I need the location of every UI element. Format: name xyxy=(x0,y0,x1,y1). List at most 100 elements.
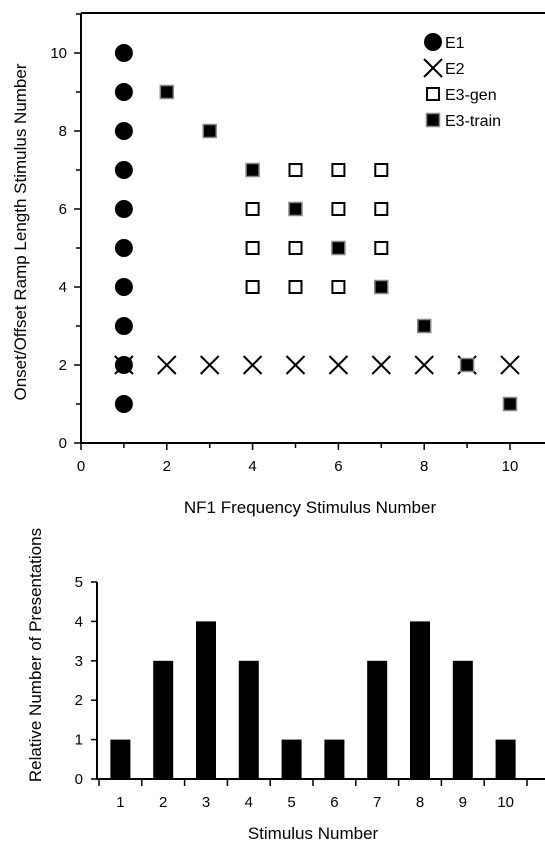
point-e3-gen xyxy=(245,280,260,294)
point-e3-gen xyxy=(374,202,389,216)
point-e3-gen xyxy=(331,202,346,216)
bar xyxy=(495,739,516,779)
x-stroke xyxy=(423,58,443,78)
x-stroke xyxy=(328,355,349,375)
x-tick-label: 5 xyxy=(287,794,295,811)
x-tick-label: 8 xyxy=(420,458,428,475)
series-e2 xyxy=(114,355,520,375)
legend-label: E3-train xyxy=(445,113,501,130)
point-e1 xyxy=(114,161,133,179)
x-tick-label: 0 xyxy=(77,458,85,475)
scatter-chart: 0 2 4 6 8 10 0 2 4 6 8 10 NF1 Frequency Stimulus Nu… xyxy=(11,12,545,517)
legend-marker-e3-train xyxy=(425,112,441,128)
legend-marker-e2 xyxy=(423,58,443,78)
legend-box xyxy=(424,24,545,142)
point-e1 xyxy=(114,83,133,101)
bar xyxy=(367,660,388,779)
y-tick-label: 3 xyxy=(75,653,83,670)
x-tick-label: 7 xyxy=(373,794,381,811)
series-e1 xyxy=(114,44,133,413)
x-tick-label: 6 xyxy=(330,794,338,811)
x-stroke xyxy=(199,355,220,375)
bar xyxy=(238,660,259,779)
point-e1 xyxy=(114,317,133,335)
x-stroke xyxy=(242,355,263,375)
point-e2 xyxy=(328,355,349,375)
point-e3-gen xyxy=(331,163,346,177)
point-e1 xyxy=(114,278,133,296)
bar xyxy=(324,739,345,779)
point-e3-gen xyxy=(245,241,260,255)
point-e2 xyxy=(114,355,134,375)
point-e3-train xyxy=(159,84,175,100)
scatter-marks xyxy=(114,44,520,413)
bar-x-axis-label: Stimulus Number xyxy=(248,824,379,843)
x-stroke xyxy=(500,355,520,375)
y-tick-label: 0 xyxy=(75,771,83,788)
y-tick-label: 2 xyxy=(75,692,83,709)
legend-label: E3-gen xyxy=(445,87,497,104)
point-e3-gen xyxy=(331,280,346,294)
bar-y-axis-label: Relative Number of Presentations xyxy=(26,528,45,782)
x-tick-label: 6 xyxy=(334,458,342,475)
point-e3-gen xyxy=(288,163,303,177)
point-e2 xyxy=(157,355,177,375)
point-e3-train xyxy=(374,279,389,295)
point-e3-gen xyxy=(288,280,303,294)
x-stroke xyxy=(114,355,134,375)
bar-marks xyxy=(110,621,516,779)
series-e3-gen xyxy=(245,163,389,294)
scatter-x-axis-label: NF1 Frequency Stimulus Number xyxy=(184,498,437,517)
point-e3-train xyxy=(245,162,260,178)
point-e1 xyxy=(114,200,133,218)
legend-label: E2 xyxy=(445,61,465,78)
point-e3-train xyxy=(502,396,518,412)
x-tick-label: 2 xyxy=(163,458,171,475)
scatter-tick-labels: 0 2 4 6 8 10 0 2 4 6 8 10 xyxy=(50,45,518,475)
point-e3-gen xyxy=(245,202,260,216)
point-e2 xyxy=(371,355,392,375)
point-e3-gen xyxy=(374,163,389,177)
point-e3-gen xyxy=(288,241,303,255)
point-e2 xyxy=(199,355,220,375)
y-tick-label: 5 xyxy=(75,574,83,591)
x-tick-label: 4 xyxy=(245,794,253,811)
x-tick-label: 9 xyxy=(459,794,467,811)
y-tick-label: 0 xyxy=(59,435,67,452)
point-e3-train xyxy=(288,201,303,217)
legend: E1 E2 E3-gen E3-train xyxy=(423,24,545,142)
point-e2 xyxy=(500,355,520,375)
x-tick-label: 4 xyxy=(248,458,256,475)
y-tick-label: 8 xyxy=(59,123,67,140)
point-e3-gen xyxy=(374,241,389,255)
y-tick-label: 4 xyxy=(75,613,83,630)
x-tick-label: 10 xyxy=(497,794,514,811)
x-stroke xyxy=(157,355,177,375)
series-e3-train xyxy=(159,84,518,412)
legend-marker-e3-gen xyxy=(426,87,440,101)
bar xyxy=(452,660,473,779)
scatter-y-axis-label: Onset/Offset Ramp Length Stimulus Number xyxy=(11,63,30,400)
point-e2 xyxy=(414,355,434,375)
x-tick-label: 3 xyxy=(202,794,210,811)
x-stroke xyxy=(414,355,434,375)
point-e3-train xyxy=(331,240,346,256)
y-tick-label: 2 xyxy=(59,357,67,374)
point-e3-train xyxy=(459,357,475,373)
y-tick-label: 10 xyxy=(50,45,67,62)
bar xyxy=(410,621,430,779)
y-tick-label: 6 xyxy=(59,201,67,218)
bar xyxy=(110,739,131,779)
point-e2 xyxy=(285,355,306,375)
point-e1 xyxy=(114,395,133,413)
y-tick-label: 4 xyxy=(59,279,67,296)
x-tick-label: 2 xyxy=(159,794,167,811)
x-tick-label: 8 xyxy=(416,794,424,811)
x-tick-label: 1 xyxy=(116,794,124,811)
x-stroke xyxy=(371,355,392,375)
legend-label: E1 xyxy=(445,35,465,52)
point-e2 xyxy=(242,355,263,375)
bar-tick-labels: 0 1 2 3 4 5 1 2 3 4 5 6 7 8 9 10 xyxy=(75,574,514,811)
bar xyxy=(153,660,174,779)
